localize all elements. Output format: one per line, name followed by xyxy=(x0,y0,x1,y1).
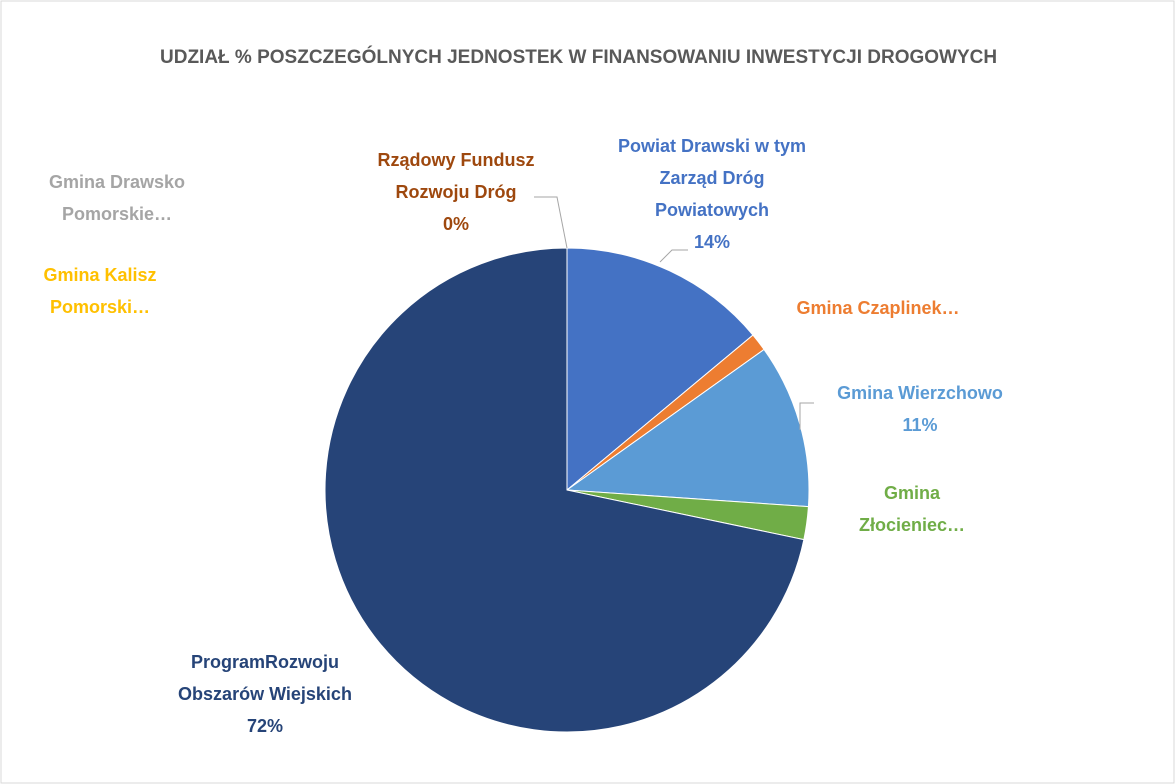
leader-line xyxy=(799,402,814,430)
data-label: Gmina Czaplinek… xyxy=(763,292,993,324)
data-label: Powiat Drawski w tym Zarząd Dróg Powiato… xyxy=(602,130,822,258)
label-value: 0% xyxy=(442,214,469,234)
label-name: ProgramRozwoju Obszarów Wiejskich xyxy=(178,652,352,704)
label-name: Rządowy Fundusz Rozwoju Dróg xyxy=(377,150,535,202)
leader-line xyxy=(659,249,688,263)
label-name: Gmina Czaplinek… xyxy=(796,298,960,318)
label-name: Gmina Kalisz Pomorski… xyxy=(43,265,157,317)
pie-slice xyxy=(566,247,754,492)
label-name: Gmina Złocieniec… xyxy=(858,483,966,535)
leader-line xyxy=(534,196,568,249)
label-value: 72% xyxy=(246,716,284,736)
chart-title: UDZIAŁ % POSZCZEGÓLNYCH JEDNOSTEK W FINA… xyxy=(160,47,998,68)
data-label: Gmina Kalisz Pomorski… xyxy=(25,259,175,323)
data-label: Rządowy Fundusz Rozwoju Dróg 0% xyxy=(371,144,541,240)
label-name: Powiat Drawski w tym Zarząd Dróg Powiato… xyxy=(617,136,807,220)
label-value: 11% xyxy=(902,415,938,435)
label-value: 14% xyxy=(693,232,731,252)
data-label: Gmina Wierzchowo 11% xyxy=(800,377,1040,441)
pie-slice xyxy=(324,247,805,733)
label-name: Gmina Drawsko Pomorskie… xyxy=(48,172,186,224)
data-label: Gmina Drawsko Pomorskie… xyxy=(32,166,202,230)
data-label: Gmina Złocieniec… xyxy=(847,477,977,541)
label-name: Gmina Wierzchowo xyxy=(837,383,1003,403)
data-label: ProgramRozwoju Obszarów Wiejskich 72% xyxy=(160,646,370,742)
